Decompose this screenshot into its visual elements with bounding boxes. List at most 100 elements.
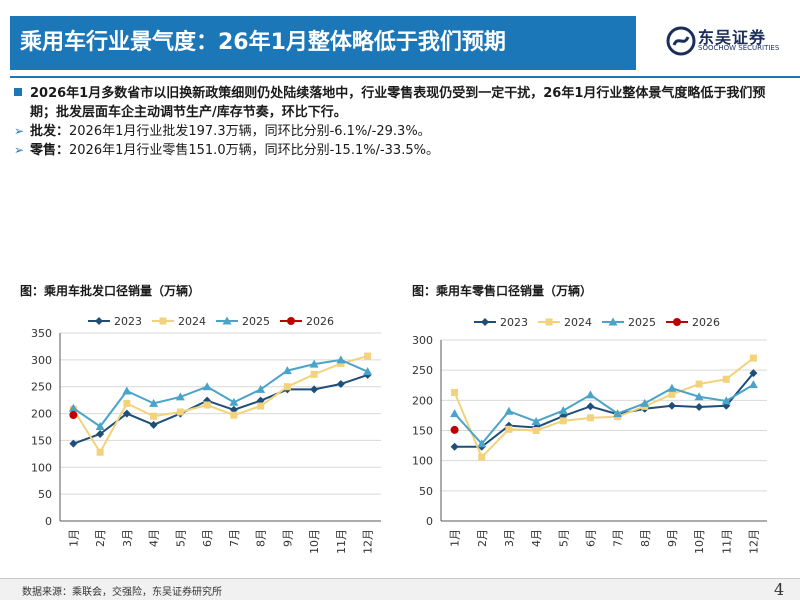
data-point-2025 [175, 392, 185, 401]
data-point-2025 [667, 383, 677, 392]
data-point-2025 [363, 367, 373, 376]
x-tick-label: 4月 [148, 529, 161, 547]
y-tick-label: 250 [412, 364, 433, 377]
logo-text-en: SOOCHOW SECURITIES [698, 44, 780, 52]
data-point-2025 [149, 398, 159, 407]
bullet-main: 2026年1月多数省市以旧换新政策细则仍处陆续落地中，行业零售表现仍受到一定干扰… [14, 84, 790, 122]
data-point-2024 [230, 411, 238, 419]
data-point-2025 [694, 392, 704, 401]
data-point-2023 [749, 369, 758, 378]
data-point-2023 [122, 409, 131, 418]
x-tick-label: 2月 [94, 529, 107, 547]
y-tick-label: 250 [31, 381, 52, 394]
data-point-2025 [122, 386, 132, 395]
series-line-2024 [72, 355, 368, 455]
y-tick-label: 0 [45, 515, 52, 528]
data-point-2023 [149, 420, 158, 429]
legend-marker-2025 [222, 316, 232, 325]
x-tick-label: 1月 [67, 529, 80, 547]
wholesale-text: 2026年1月行业批发197.3万辆，同环比分别-6.1%/-29.3%。 [69, 124, 431, 139]
data-point-2023 [96, 429, 105, 438]
data-point-2024 [257, 402, 265, 410]
data-point-2025 [450, 409, 460, 418]
data-point-2023 [695, 402, 704, 411]
data-point-2025 [748, 380, 758, 389]
page-title: 乘用车行业景气度：26年1月整体略低于我们预期 [20, 30, 506, 55]
retail-label: 零售： [30, 143, 70, 158]
y-tick-label: 100 [412, 455, 433, 468]
legend-marker-2024 [159, 317, 167, 325]
x-tick-label: 1月 [449, 529, 462, 547]
legend-marker-2026 [673, 318, 681, 326]
wholesale-chart-title: 图：乘用车批发口径销量（万辆） [20, 284, 201, 298]
arrow-bullet-icon: ➢ [14, 124, 25, 138]
series-line-2024 [453, 357, 755, 459]
page-number: 4 [774, 580, 785, 599]
y-tick-label: 300 [31, 354, 52, 367]
wholesale-label: 批发： [30, 124, 70, 139]
data-point-2024 [203, 401, 211, 409]
logo-text-cn: 东吴证券 [698, 28, 767, 47]
x-tick-label: 6月 [201, 529, 214, 547]
x-tick-label: 9月 [666, 529, 679, 547]
summary-bullets: 2026年1月多数省市以旧换新政策细则仍处陆续落地中，行业零售表现仍受到一定干扰… [14, 84, 790, 160]
square-bullet-icon [14, 88, 22, 96]
data-point-2025 [309, 359, 319, 368]
footer-divider [0, 578, 800, 579]
legend-label: 2026 [692, 316, 720, 329]
x-tick-label: 2月 [476, 529, 489, 547]
data-point-2025 [95, 421, 105, 430]
data-point-2024 [150, 412, 158, 420]
data-point-2024 [586, 414, 594, 422]
legend-label: 2023 [114, 315, 142, 328]
x-tick-label: 12月 [362, 529, 375, 554]
logo-icon [666, 26, 696, 56]
bullet-retail: ➢ 零售：2026年1月行业零售151.0万辆，同环比分别-15.1%/-33.… [14, 141, 790, 160]
data-point-2024 [451, 388, 459, 396]
retail-chart-title: 图：乘用车零售口径销量（万辆） [412, 284, 593, 298]
data-point-2023 [336, 380, 345, 389]
data-point-2023 [667, 401, 676, 410]
data-point-2024 [96, 448, 104, 456]
data-point-2024 [310, 370, 318, 378]
data-point-2025 [68, 403, 78, 412]
data-point-2023 [310, 385, 319, 394]
legend-marker-2023 [95, 317, 103, 325]
x-tick-label: 5月 [174, 529, 187, 547]
data-point-2024 [668, 390, 676, 398]
y-tick-label: 50 [38, 488, 52, 501]
data-point-2024 [364, 352, 372, 360]
x-tick-label: 3月 [121, 529, 134, 547]
data-source: 数据来源：乘联会，交强险，东吴证券研究所 [22, 587, 222, 598]
data-point-2024 [123, 399, 131, 407]
data-point-2025 [721, 396, 731, 405]
retail-text: 2026年1月行业零售151.0万辆，同环比分别-15.1%/-33.5%。 [69, 143, 439, 158]
data-point-2024 [176, 408, 184, 416]
bullet-main-text: 2026年1月多数省市以旧换新政策细则仍处陆续落地中，行业零售表现仍受到一定干扰… [30, 86, 766, 120]
data-point-2024 [722, 375, 730, 383]
legend-label: 2023 [500, 316, 528, 329]
x-tick-label: 7月 [612, 529, 625, 547]
y-tick-label: 100 [31, 461, 52, 474]
data-point-2024 [532, 427, 540, 434]
data-point-2025 [531, 416, 541, 425]
x-tick-label: 3月 [503, 529, 516, 547]
data-point-2024 [478, 453, 486, 461]
legend-label: 2024 [564, 316, 592, 329]
data-point-2023 [450, 442, 459, 451]
x-tick-label: 4月 [530, 529, 543, 547]
y-tick-label: 300 [412, 334, 433, 347]
y-tick-label: 50 [419, 485, 433, 498]
x-tick-label: 9月 [281, 529, 294, 547]
data-point-2025 [282, 366, 292, 375]
y-tick-label: 150 [412, 425, 433, 438]
data-point-2025 [640, 398, 650, 407]
legend-label: 2025 [242, 315, 270, 328]
legend-label: 2026 [306, 315, 334, 328]
bullet-wholesale: ➢ 批发：2026年1月行业批发197.3万辆，同环比分别-6.1%/-29.3… [14, 122, 790, 141]
series-line-2025 [453, 383, 754, 446]
series-line-2023 [454, 372, 755, 448]
data-point-2024 [695, 380, 703, 388]
data-point-2025 [613, 409, 623, 418]
